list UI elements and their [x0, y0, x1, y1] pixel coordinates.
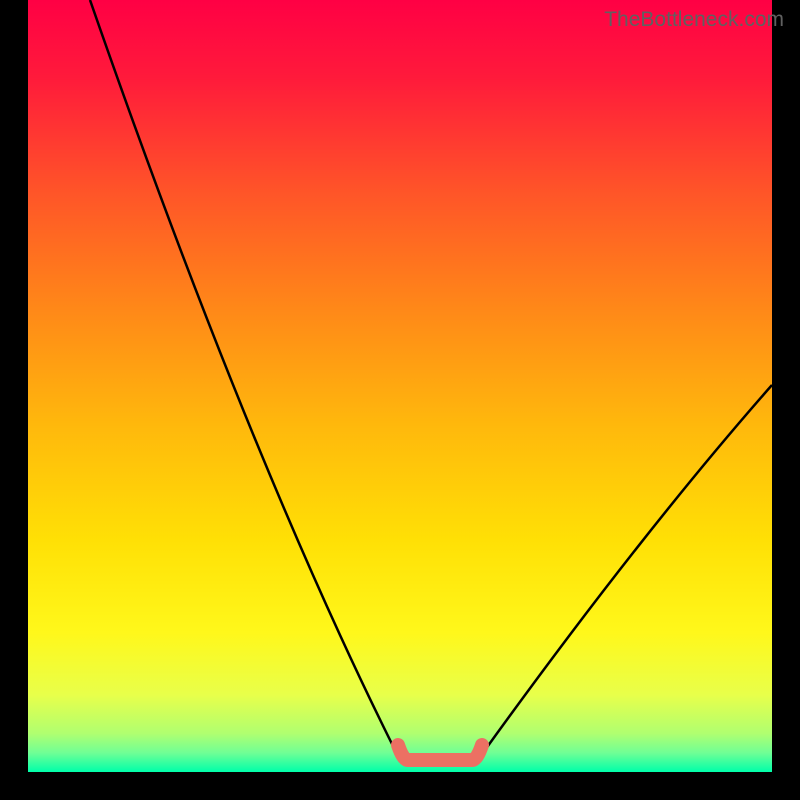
- bottleneck-chart: [0, 0, 800, 800]
- gradient-background: [28, 0, 772, 772]
- border-bottom: [0, 772, 800, 800]
- border-left: [0, 0, 28, 800]
- watermark: TheBottleneck.com: [604, 8, 784, 32]
- border-right: [772, 0, 800, 800]
- chart-container: [0, 0, 800, 800]
